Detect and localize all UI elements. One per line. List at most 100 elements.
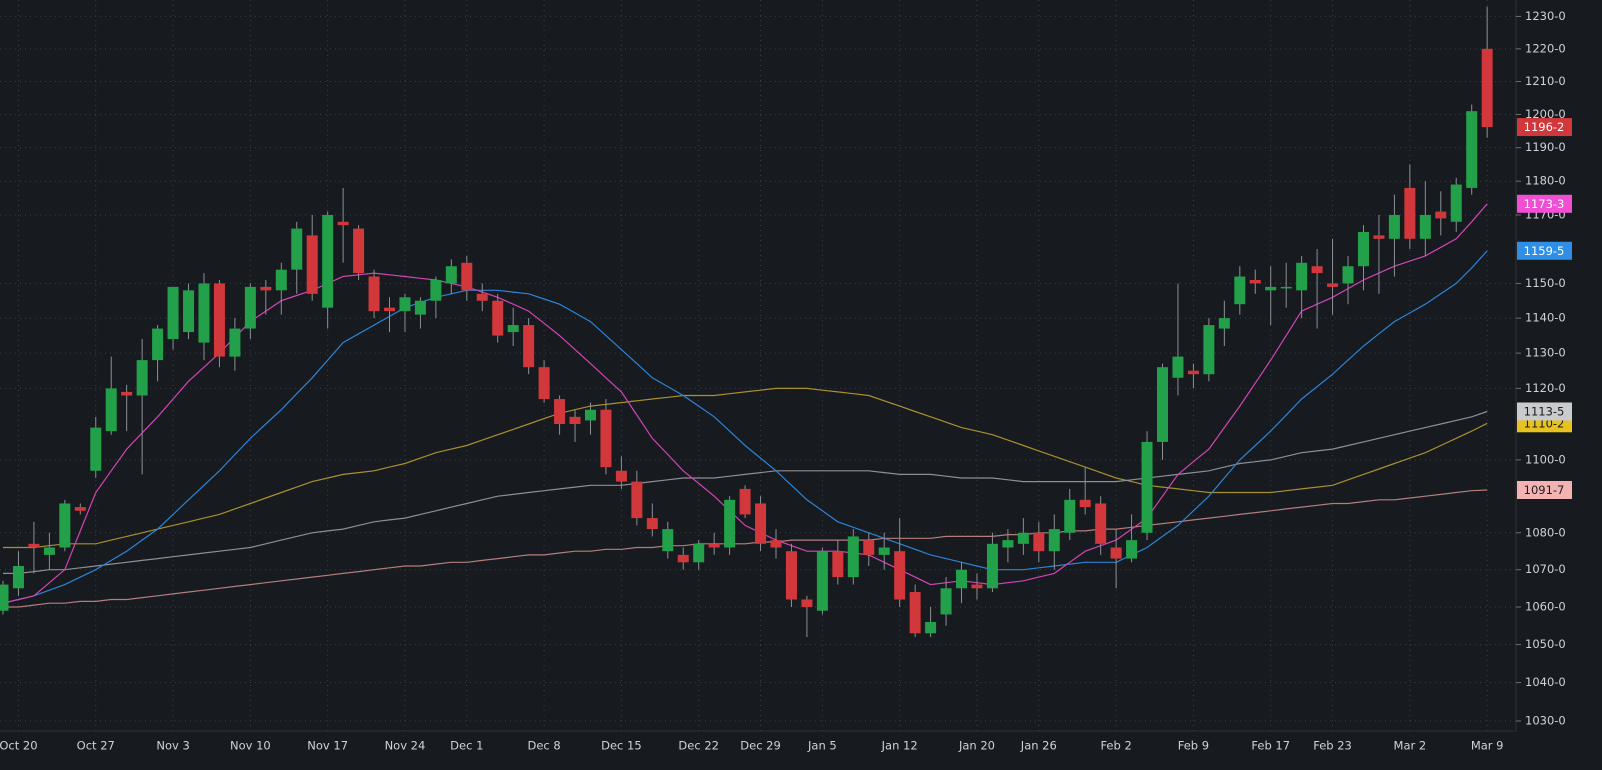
candle-body	[399, 297, 411, 312]
candle-body	[229, 328, 241, 357]
y-tick-label: 1070-0	[1525, 562, 1566, 576]
price-tag-label: 1173-3	[1524, 197, 1565, 211]
candle-body	[461, 262, 473, 291]
x-tick-label: Feb 2	[1100, 739, 1131, 753]
price-tag-label: 1196-2	[1524, 120, 1565, 134]
candle-body	[909, 592, 921, 634]
candle-body	[337, 221, 349, 226]
x-tick-label: Jan 12	[881, 739, 918, 753]
candle-body	[12, 565, 24, 589]
price-tag-label: 1159-5	[1524, 244, 1565, 258]
candle-body	[59, 503, 71, 548]
candle-body	[1280, 286, 1292, 289]
candle-body	[1419, 214, 1431, 239]
candle-body	[445, 266, 457, 284]
candle-body	[1249, 279, 1261, 284]
candle-body	[677, 554, 689, 563]
candle-body	[1218, 318, 1230, 329]
candle-body	[584, 409, 596, 421]
candle-body	[693, 543, 705, 563]
candle-body	[847, 536, 859, 578]
candle-body	[244, 286, 256, 329]
candle-body	[1203, 325, 1215, 375]
x-tick-label: Nov 24	[385, 739, 426, 753]
candle-body	[213, 283, 225, 357]
candle-body	[1404, 187, 1416, 239]
price-tag-label: 1091-7	[1524, 483, 1565, 497]
candle-body	[43, 547, 55, 555]
candle-body	[90, 427, 102, 471]
candle-body	[770, 540, 782, 548]
candle-body	[940, 588, 952, 615]
y-tick-label: 1150-0	[1525, 276, 1566, 290]
x-tick-label: Dec 8	[527, 739, 560, 753]
candle-body	[600, 409, 612, 468]
x-tick-label: Nov 3	[156, 739, 189, 753]
candle-body	[476, 293, 488, 301]
candle-body	[1126, 540, 1138, 559]
y-tick-label: 1180-0	[1525, 174, 1566, 188]
candle-body	[507, 325, 519, 333]
candle-body	[384, 307, 395, 312]
x-tick-label: Dec 29	[740, 739, 781, 753]
candle-body	[368, 276, 380, 312]
x-tick-label: Jan 5	[807, 739, 837, 753]
candle-body	[74, 507, 86, 511]
x-tick-label: Feb 23	[1313, 739, 1352, 753]
x-tick-label: Oct 27	[77, 739, 115, 753]
moving-average-line	[3, 387, 1488, 549]
candle-body	[1450, 184, 1462, 222]
candle-body	[1265, 286, 1277, 291]
candle-body	[646, 518, 658, 530]
y-tick-label: 1040-0	[1525, 675, 1566, 689]
candle-body	[1481, 48, 1493, 128]
y-tick-label: 1060-0	[1525, 599, 1566, 613]
x-tick-label: Jan 26	[1020, 739, 1057, 753]
candle-body	[322, 214, 334, 308]
x-tick-label: Dec 1	[450, 739, 483, 753]
candle-body	[1095, 503, 1107, 544]
candle-body	[291, 228, 303, 270]
candle-body	[1033, 532, 1045, 552]
candle-body	[708, 543, 720, 548]
x-tick-label: Feb 9	[1178, 739, 1209, 753]
y-tick-label: 1140-0	[1525, 311, 1566, 325]
candle-body	[105, 388, 117, 432]
candle-body	[523, 325, 535, 368]
candle-body	[662, 529, 674, 552]
y-tick-label: 1130-0	[1525, 346, 1566, 360]
candle-body	[414, 300, 426, 315]
price-tag	[1517, 480, 1572, 499]
x-tick-label: Dec 22	[678, 739, 719, 753]
y-tick-label: 1050-0	[1525, 637, 1566, 651]
candle-body	[1048, 529, 1060, 552]
moving-average-line	[2, 250, 1488, 604]
candle-body	[724, 499, 736, 548]
candle-body	[306, 235, 318, 294]
candle-body	[430, 279, 442, 301]
candle-body	[260, 286, 272, 291]
candle-body	[28, 543, 40, 548]
candle-body	[755, 503, 767, 544]
candle-body	[816, 551, 828, 611]
y-tick-label: 1200-0	[1525, 107, 1566, 121]
candle-body	[1017, 532, 1029, 544]
y-tick-label: 1100-0	[1525, 452, 1566, 466]
candle-body	[832, 551, 844, 578]
y-tick-label: 1080-0	[1525, 525, 1566, 539]
price-tag	[1517, 241, 1572, 260]
candle-body	[1466, 111, 1478, 188]
candle-body	[492, 300, 504, 336]
candle-body	[956, 569, 968, 589]
candle-body	[1373, 235, 1385, 239]
candle-body	[1311, 266, 1323, 274]
candle-body	[121, 391, 133, 396]
y-tick-label: 1120-0	[1525, 381, 1566, 395]
candle-body	[167, 286, 179, 340]
candle-body	[1141, 441, 1153, 533]
price-tag	[1517, 194, 1572, 213]
x-tick-label: Mar 9	[1471, 739, 1504, 753]
candle-body	[878, 547, 890, 555]
